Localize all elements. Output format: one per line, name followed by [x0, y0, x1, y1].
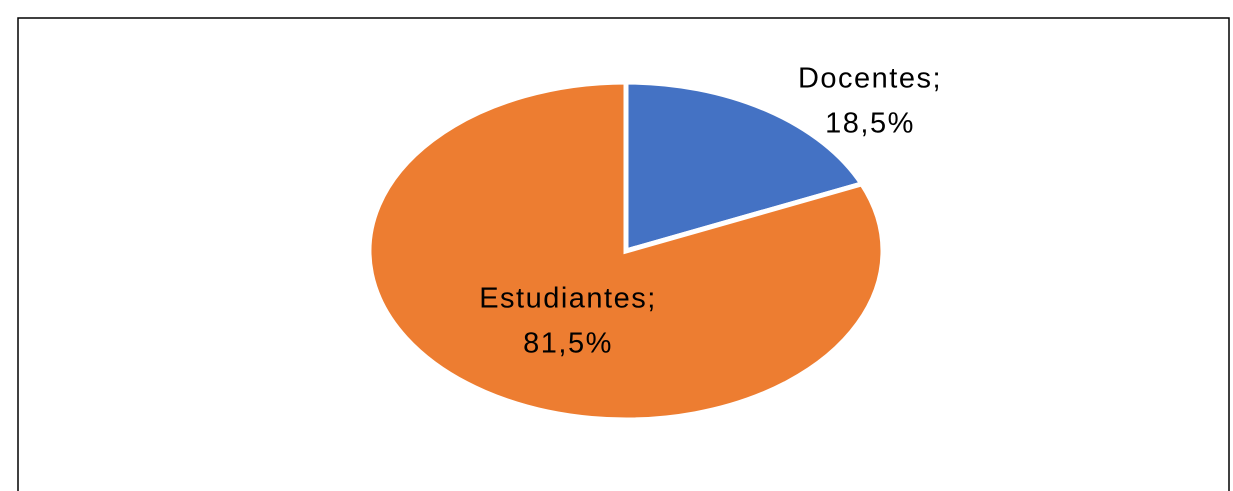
- slice-category-label: Estudiantes;: [479, 283, 657, 315]
- slice-value-label: 81,5%: [523, 328, 613, 360]
- slice-category-label: Docentes;: [798, 63, 942, 95]
- slice-value-label: 18,5%: [825, 108, 915, 140]
- pie-slice: [623, 79, 866, 255]
- pie-slice: [366, 79, 886, 423]
